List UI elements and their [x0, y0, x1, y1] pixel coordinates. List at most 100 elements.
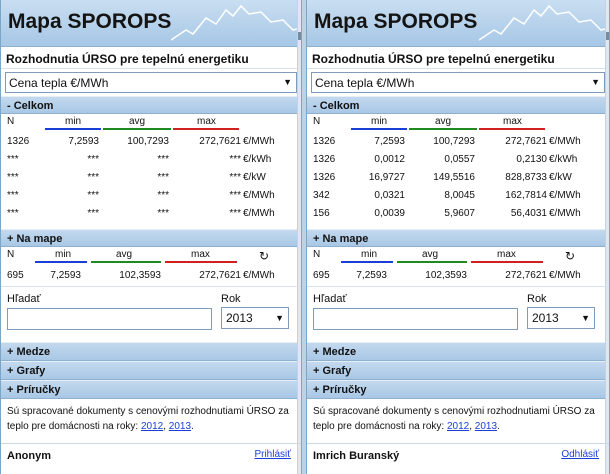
table-row: 1326 7,2593 100,7293 272,7621 €/MWh	[307, 134, 609, 150]
info-sentence: Sú spracované dokumenty s cenovými rozho…	[7, 406, 289, 432]
info-text: Sú spracované dokumenty s cenovými rozho…	[1, 399, 301, 441]
cell-max: 56,4031	[510, 208, 547, 219]
section-na-mape-toggle[interactable]: + Na mape	[307, 229, 609, 247]
cell-n: 1326	[313, 136, 336, 147]
search-area: Hľadať Rok 2013 ▼	[1, 287, 301, 342]
year-select[interactable]: 2013 ▼	[527, 307, 595, 329]
cell-min: 7,2593	[374, 136, 405, 147]
year-select[interactable]: 2013 ▼	[221, 307, 289, 329]
cell-avg: ***	[157, 172, 169, 183]
logout-link[interactable]: Odhlásiť	[561, 449, 599, 460]
cell-avg: 100,7293	[433, 136, 475, 147]
page-subtitle: Rozhodnutia ÚRSO pre tepelnú energetiku	[307, 47, 609, 69]
cell-avg: 149,5516	[433, 172, 475, 183]
cell-n: ***	[7, 190, 19, 201]
cell-avg: 102,3593	[425, 270, 467, 281]
search-input[interactable]	[313, 308, 518, 330]
section-na-mape-toggle[interactable]: + Na mape	[1, 229, 301, 247]
cell-n: 342	[313, 190, 330, 201]
cell-n: 695	[313, 270, 330, 281]
col-max-header: max	[497, 249, 516, 260]
cell-max: 272,7621	[505, 136, 547, 147]
section-prirucky-toggle[interactable]: + Príručky	[307, 380, 609, 399]
info-separator: ,	[163, 421, 166, 432]
table-row: 342 0,0321 8,0045 162,7814 €/MWh	[307, 188, 609, 204]
table-row: 1326 0,0012 0,0557 0,2130 €/kWh	[307, 152, 609, 168]
info-end: .	[191, 421, 194, 432]
scrollbar[interactable]	[605, 0, 609, 474]
col-n-header: N	[7, 116, 15, 127]
cell-avg: 5,9607	[444, 208, 475, 219]
year-label: Rok	[527, 293, 547, 305]
avg-color-bar	[397, 261, 467, 263]
col-avg-header: avg	[435, 116, 452, 127]
dropdown-arrow-icon: ▼	[591, 77, 600, 87]
year-link-2013[interactable]: 2013	[168, 421, 192, 432]
avg-color-bar	[91, 261, 161, 263]
table-row: *** *** *** *** €/kW	[1, 170, 301, 186]
cell-max: ***	[229, 172, 241, 183]
max-color-bar	[173, 128, 239, 130]
dropdown-arrow-icon: ▼	[283, 77, 292, 87]
cell-unit: €/kWh	[549, 154, 578, 165]
info-separator: ,	[469, 421, 472, 432]
cell-max: 272,7621	[199, 270, 241, 281]
celkom-stats-table: N min avg max 1326 7,2593 100,7293 272,7…	[307, 114, 609, 229]
col-min-header: min	[361, 249, 378, 260]
section-medze-toggle[interactable]: + Medze	[1, 342, 301, 361]
section-celkom-toggle[interactable]: - Celkom	[1, 96, 301, 114]
avg-color-bar	[103, 128, 171, 130]
cell-n: ***	[7, 208, 19, 219]
year-link-2013[interactable]: 2013	[474, 421, 498, 432]
year-link-2012[interactable]: 2012	[446, 421, 470, 432]
cell-min: 0,0012	[374, 154, 405, 165]
section-grafy-toggle[interactable]: + Grafy	[307, 361, 609, 380]
col-n-header: N	[313, 249, 321, 260]
metric-select[interactable]: Cena tepla €/MWh ▼	[5, 72, 297, 93]
cell-max: 828,8733	[505, 172, 547, 183]
min-color-bar	[35, 261, 87, 263]
section-medze-toggle[interactable]: + Medze	[307, 342, 609, 361]
user-bar: Anonym Prihlásiť	[1, 443, 301, 465]
col-n-header: N	[7, 249, 15, 260]
cell-min: 16,9727	[368, 172, 405, 183]
metric-select[interactable]: Cena tepla €/MWh ▼	[311, 72, 605, 93]
cell-n: ***	[7, 154, 19, 165]
dropdown-arrow-icon: ▼	[275, 313, 284, 323]
year-link-2012[interactable]: 2012	[140, 421, 164, 432]
section-prirucky-toggle[interactable]: + Príručky	[1, 380, 301, 399]
col-avg-header: avg	[116, 249, 133, 260]
reload-icon[interactable]: ↻	[259, 249, 270, 263]
map-stats-table: N min avg max ↻ 695 7,2593 102,3593 272,…	[1, 247, 301, 287]
min-color-bar	[341, 261, 393, 263]
reload-icon[interactable]: ↻	[565, 249, 576, 263]
col-max-header: max	[503, 116, 522, 127]
cell-unit: €/MWh	[549, 190, 581, 201]
login-link[interactable]: Prihlásiť	[254, 449, 291, 460]
cell-n: 1326	[313, 172, 336, 183]
panel-gap	[302, 0, 306, 474]
scrollbar[interactable]	[297, 0, 301, 474]
scrollbar-thumb[interactable]	[298, 32, 301, 40]
section-grafy-toggle[interactable]: + Grafy	[1, 361, 301, 380]
cell-unit: €/MWh	[243, 208, 275, 219]
section-celkom-toggle[interactable]: - Celkom	[307, 96, 609, 114]
cell-avg: 102,3593	[119, 270, 161, 281]
col-avg-header: avg	[129, 116, 146, 127]
sidebar-panel-left: Mapa SPOROPS Rozhodnutia ÚRSO pre tepeln…	[0, 0, 302, 474]
cell-max: 0,2130	[516, 154, 547, 165]
cell-n: ***	[7, 172, 19, 183]
cell-min: ***	[87, 172, 99, 183]
cell-max: ***	[229, 154, 241, 165]
scrollbar-thumb[interactable]	[606, 32, 609, 40]
year-select-value: 2013	[226, 311, 253, 325]
cell-avg: 100,7293	[127, 136, 169, 147]
app-header: Mapa SPOROPS	[1, 0, 301, 47]
search-label: Hľadať	[7, 293, 41, 305]
min-color-bar	[351, 128, 407, 130]
cell-unit: €/MWh	[243, 270, 275, 281]
cell-max: 272,7621	[505, 270, 547, 281]
cell-min: 0,0039	[374, 208, 405, 219]
cell-min: 7,2593	[50, 270, 81, 281]
search-input[interactable]	[7, 308, 212, 330]
